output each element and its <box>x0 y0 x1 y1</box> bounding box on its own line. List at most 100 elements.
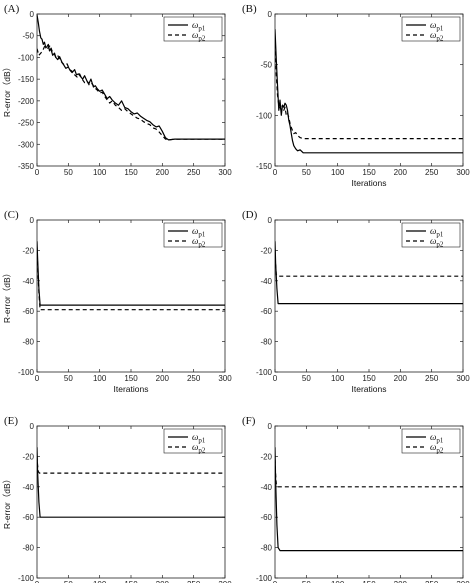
y-tick-label: -60 <box>260 307 272 316</box>
y-tick-label: 0 <box>268 10 273 19</box>
legend-entry: ωp2 <box>430 236 444 249</box>
series-line-1 <box>37 447 225 518</box>
x-tick-label: 250 <box>187 374 201 383</box>
chart-panel-1: 0 50 100 150 200 250 300 0 -50 -100 -150 -200 -250 -3… <box>2 3 232 177</box>
y-tick-label: 0 <box>30 10 35 19</box>
y-tick-label: -40 <box>260 483 272 492</box>
y-tick-label: -100 <box>18 574 35 583</box>
legend-entry: ωp2 <box>430 30 444 43</box>
y-tick-label: -100 <box>256 574 273 583</box>
x-tick-label: 200 <box>156 168 170 177</box>
x-tick-label: 150 <box>362 168 376 177</box>
y-tick-label: -20 <box>260 452 272 461</box>
series-line-1 <box>275 447 463 552</box>
y-tick-label: -20 <box>22 246 34 255</box>
y-tick-label: -150 <box>18 75 35 84</box>
series-line-2 <box>37 44 225 141</box>
series-line-1 <box>275 29 463 154</box>
x-tick-label: 150 <box>362 580 376 583</box>
series-line-2 <box>37 456 225 474</box>
legend-box <box>163 222 223 248</box>
y-tick-label: -60 <box>260 513 272 522</box>
series-line-2 <box>275 44 463 140</box>
y-tick-label: -100 <box>256 368 273 377</box>
y-tick-label: -50 <box>260 61 272 70</box>
series-line-1 <box>37 241 225 306</box>
x-tick-label: 0 <box>273 374 278 383</box>
x-tick-label: 100 <box>331 580 345 583</box>
legend-entry: ωp2 <box>192 442 206 455</box>
x-tick-label: 0 <box>35 374 40 383</box>
x-tick-label: 50 <box>302 374 311 383</box>
x-axis-label: Iterations <box>114 384 149 394</box>
legend-box <box>163 428 223 454</box>
x-tick-label: 0 <box>35 168 40 177</box>
y-tick-label: -40 <box>260 277 272 286</box>
y-tick-label: -250 <box>18 119 35 128</box>
x-tick-label: 0 <box>35 580 40 583</box>
x-tick-label: 50 <box>302 168 311 177</box>
x-tick-label: 300 <box>218 374 232 383</box>
y-tick-label: -350 <box>18 162 35 171</box>
x-axis-label: Iterations <box>352 178 387 188</box>
y-tick-label: -40 <box>22 277 34 286</box>
x-tick-label: 50 <box>64 374 73 383</box>
y-tick-label: -100 <box>18 53 35 62</box>
chart-panel-6: 0501001502002503000-20-40-60-80-100(F)It… <box>242 415 470 583</box>
x-tick-label: 250 <box>187 580 201 583</box>
panel-letter: (C) <box>4 209 19 221</box>
panel-letter: (F) <box>242 415 256 427</box>
x-axis-label: Iterations <box>352 384 387 394</box>
y-tick-label: -50 <box>22 32 34 41</box>
x-tick-label: 250 <box>425 580 439 583</box>
x-tick-label: 0 <box>273 168 278 177</box>
series-line-2 <box>275 250 463 277</box>
legend-entry: ωp1 <box>430 432 444 445</box>
y-tick-label: -300 <box>18 140 35 149</box>
panel-letter: (D) <box>242 209 258 221</box>
x-tick-label: 200 <box>394 168 408 177</box>
legend-entry: ωp2 <box>192 236 206 249</box>
panel-letter: (E) <box>4 415 18 427</box>
y-axis-label: R-error（dB） <box>2 269 12 323</box>
x-tick-label: 0 <box>273 580 278 583</box>
x-tick-label: 250 <box>425 168 439 177</box>
x-tick-label: 50 <box>302 580 311 583</box>
chart-panel-5: 0501001502002503000-20-40-60-80-100(E)It… <box>2 415 232 583</box>
x-tick-label: 250 <box>425 374 439 383</box>
x-tick-label: 150 <box>124 580 138 583</box>
legend-entry: ωp2 <box>192 30 206 43</box>
x-tick-label: 150 <box>124 374 138 383</box>
y-axis-label: R-error（dB） <box>2 63 12 117</box>
y-tick-label: -80 <box>22 338 34 347</box>
chart-panel-3: 0 50 100 150 200 250 300 0 -20 -40 -60 -80 -100 (C) It… <box>2 209 232 394</box>
legend-entry: ωp1 <box>192 20 206 33</box>
legend-entry: ωp1 <box>430 226 444 239</box>
y-tick-label: -150 <box>256 162 273 171</box>
x-tick-label: 300 <box>218 580 232 583</box>
panel-letter: (A) <box>4 3 20 15</box>
x-tick-label: 200 <box>394 580 408 583</box>
x-tick-label: 150 <box>124 168 138 177</box>
x-tick-label: 300 <box>456 374 470 383</box>
x-tick-label: 50 <box>64 580 73 583</box>
y-tick-label: -40 <box>22 483 34 492</box>
legend-entry: ωp1 <box>430 20 444 33</box>
x-tick-label: 300 <box>456 168 470 177</box>
x-tick-label: 200 <box>394 374 408 383</box>
y-tick-label: -20 <box>260 246 272 255</box>
y-tick-label: -100 <box>256 111 273 120</box>
x-tick-label: 100 <box>93 168 107 177</box>
legend-box <box>163 16 223 42</box>
y-tick-label: -80 <box>260 338 272 347</box>
panel-letter: (B) <box>242 3 257 15</box>
x-tick-label: 300 <box>218 168 232 177</box>
y-tick-label: -60 <box>22 513 34 522</box>
